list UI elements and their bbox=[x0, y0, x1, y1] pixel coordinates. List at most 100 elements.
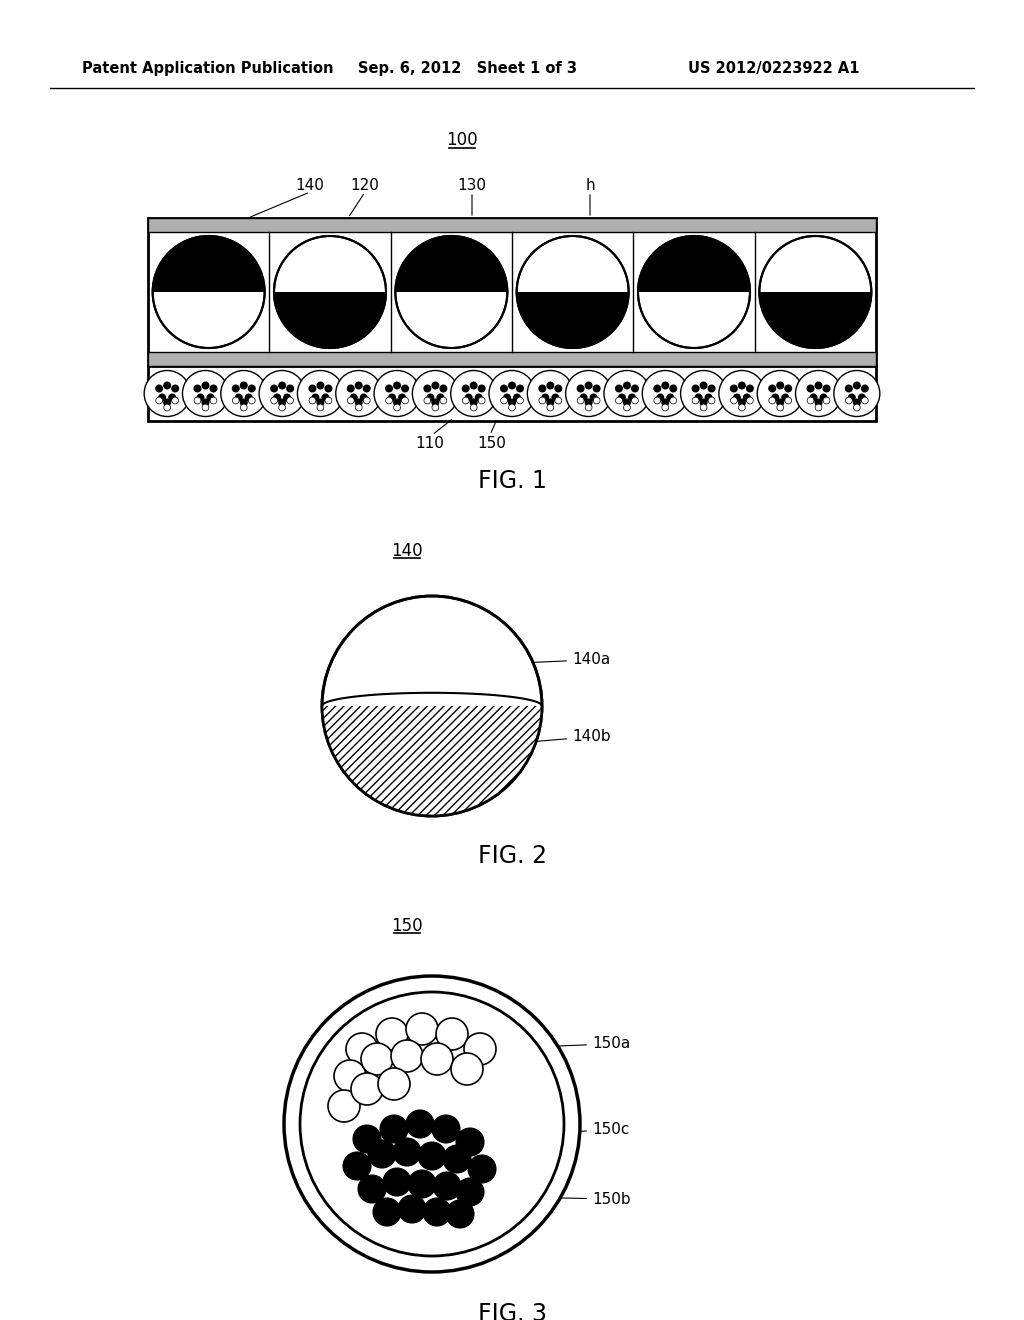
Circle shape bbox=[316, 399, 325, 407]
Circle shape bbox=[353, 1125, 381, 1152]
Circle shape bbox=[386, 397, 392, 404]
Circle shape bbox=[274, 236, 386, 348]
Circle shape bbox=[418, 1142, 446, 1170]
Circle shape bbox=[168, 393, 176, 401]
Circle shape bbox=[632, 397, 638, 404]
Circle shape bbox=[311, 393, 319, 401]
Circle shape bbox=[202, 404, 209, 411]
Circle shape bbox=[617, 393, 626, 401]
Circle shape bbox=[336, 371, 382, 417]
Circle shape bbox=[547, 381, 554, 389]
Circle shape bbox=[719, 371, 765, 417]
Circle shape bbox=[653, 384, 662, 392]
Circle shape bbox=[670, 384, 677, 392]
Circle shape bbox=[517, 236, 629, 348]
Text: 140a: 140a bbox=[496, 652, 610, 668]
Circle shape bbox=[241, 404, 247, 411]
Circle shape bbox=[393, 1138, 421, 1166]
Circle shape bbox=[861, 397, 868, 404]
Circle shape bbox=[769, 397, 775, 404]
Text: 150a: 150a bbox=[480, 1036, 630, 1052]
Circle shape bbox=[279, 381, 286, 389]
Circle shape bbox=[623, 399, 631, 407]
Circle shape bbox=[398, 1195, 426, 1224]
Circle shape bbox=[273, 393, 282, 401]
Bar bbox=[148, 366, 876, 421]
Circle shape bbox=[240, 399, 248, 407]
Circle shape bbox=[334, 1060, 366, 1092]
Circle shape bbox=[738, 381, 745, 389]
Circle shape bbox=[413, 371, 459, 417]
Circle shape bbox=[604, 371, 650, 417]
Circle shape bbox=[475, 393, 482, 401]
Circle shape bbox=[158, 393, 166, 401]
Circle shape bbox=[325, 397, 332, 404]
Circle shape bbox=[738, 404, 745, 411]
Circle shape bbox=[730, 384, 738, 392]
Circle shape bbox=[807, 384, 814, 392]
Circle shape bbox=[322, 597, 542, 816]
Circle shape bbox=[585, 399, 593, 407]
Circle shape bbox=[470, 404, 477, 411]
Circle shape bbox=[477, 384, 485, 392]
Circle shape bbox=[667, 393, 674, 401]
Circle shape bbox=[642, 371, 688, 417]
Circle shape bbox=[376, 1018, 408, 1049]
Circle shape bbox=[662, 399, 670, 407]
Circle shape bbox=[393, 381, 401, 389]
Circle shape bbox=[374, 371, 420, 417]
Circle shape bbox=[202, 381, 210, 389]
Text: 110: 110 bbox=[416, 436, 444, 450]
Circle shape bbox=[359, 393, 368, 401]
Text: FIG. 2: FIG. 2 bbox=[477, 843, 547, 869]
Circle shape bbox=[464, 1034, 496, 1065]
Circle shape bbox=[681, 371, 727, 417]
Circle shape bbox=[590, 393, 598, 401]
Circle shape bbox=[287, 397, 294, 404]
Circle shape bbox=[470, 399, 477, 407]
Circle shape bbox=[470, 381, 477, 389]
Circle shape bbox=[361, 1043, 393, 1074]
Circle shape bbox=[395, 236, 507, 348]
Circle shape bbox=[406, 1012, 438, 1045]
Circle shape bbox=[354, 381, 362, 389]
Text: 150: 150 bbox=[477, 436, 507, 450]
Circle shape bbox=[270, 384, 279, 392]
Circle shape bbox=[436, 393, 444, 401]
Circle shape bbox=[210, 384, 217, 392]
Circle shape bbox=[577, 384, 585, 392]
Circle shape bbox=[401, 397, 409, 404]
Circle shape bbox=[431, 381, 439, 389]
Circle shape bbox=[742, 393, 751, 401]
Circle shape bbox=[814, 381, 822, 389]
Circle shape bbox=[547, 404, 554, 411]
Circle shape bbox=[733, 393, 741, 401]
Text: 140: 140 bbox=[391, 543, 423, 560]
Circle shape bbox=[362, 384, 371, 392]
Circle shape bbox=[699, 399, 708, 407]
Bar bbox=[148, 352, 876, 366]
Circle shape bbox=[354, 399, 362, 407]
Circle shape bbox=[355, 404, 362, 411]
Circle shape bbox=[388, 393, 396, 401]
Circle shape bbox=[364, 397, 370, 404]
Circle shape bbox=[823, 397, 829, 404]
Circle shape bbox=[144, 371, 190, 417]
Circle shape bbox=[580, 393, 588, 401]
Circle shape bbox=[822, 384, 830, 392]
Text: US 2012/0223922 A1: US 2012/0223922 A1 bbox=[688, 61, 859, 75]
Circle shape bbox=[446, 1200, 474, 1228]
Text: 150: 150 bbox=[391, 917, 423, 935]
Circle shape bbox=[172, 397, 178, 404]
Circle shape bbox=[279, 399, 286, 407]
Circle shape bbox=[283, 393, 291, 401]
Circle shape bbox=[398, 393, 407, 401]
Circle shape bbox=[814, 399, 822, 407]
Circle shape bbox=[692, 397, 699, 404]
Circle shape bbox=[401, 384, 409, 392]
Circle shape bbox=[202, 399, 210, 407]
Circle shape bbox=[207, 393, 214, 401]
Circle shape bbox=[431, 399, 439, 407]
Circle shape bbox=[195, 397, 201, 404]
Circle shape bbox=[730, 397, 737, 404]
